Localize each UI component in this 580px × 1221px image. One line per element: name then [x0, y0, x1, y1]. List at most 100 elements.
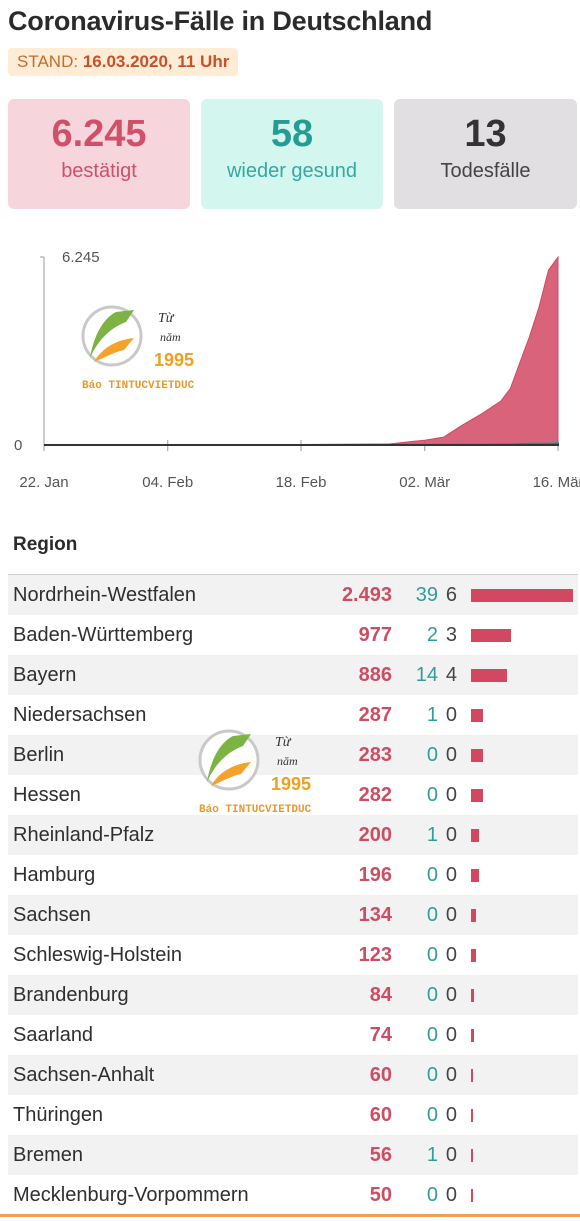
table-row: Niedersachsen 287 1 0	[8, 695, 578, 735]
recovered-value: 0	[426, 1104, 438, 1126]
logo-circle	[198, 729, 260, 791]
confirmed-value: 196	[358, 864, 392, 886]
table-row: Sachsen 134 0 0	[8, 895, 578, 935]
x-tick-label: 22. Jan	[19, 474, 68, 491]
table-row: Bayern 886 14 4	[8, 655, 578, 695]
logo-circle	[81, 305, 143, 367]
region-header: Region	[13, 534, 78, 555]
table-row: Thüringen 60 0 0	[8, 1095, 578, 1135]
x-tick-label: 18. Feb	[276, 474, 327, 491]
confirmed-bar	[471, 1149, 473, 1162]
deaths-value: 0	[445, 904, 457, 926]
deaths-value: 0	[445, 944, 457, 966]
table-row: Rheinland-Pfalz 200 1 0	[8, 815, 578, 855]
confirmed-value: 74	[369, 1024, 392, 1046]
logo-swoosh	[211, 762, 251, 786]
deaths-value: 0	[445, 1024, 457, 1046]
confirmed-value: 123	[358, 944, 392, 966]
table-row: Berlin 283 0 0	[8, 735, 578, 775]
watermark-brand: Báo TINTUCVIETDUC	[199, 804, 312, 816]
recovered-value: 2	[426, 624, 438, 646]
logo-leaf	[207, 734, 251, 782]
recovered-value: 0	[426, 864, 438, 886]
confirmed-value: 200	[358, 824, 392, 846]
region-name: Bremen	[13, 1144, 84, 1166]
confirmed-count: 6.245	[51, 113, 147, 155]
recovered-value: 1	[426, 824, 438, 846]
confirmed-bar	[471, 789, 483, 802]
confirmed-bar	[471, 589, 573, 602]
logo-leaf	[90, 310, 134, 358]
region-name: Berlin	[13, 744, 65, 766]
watermark-line1: Từ	[158, 311, 175, 326]
region-name: Mecklenburg-Vorpommern	[13, 1184, 249, 1206]
region-name: Baden-Württemberg	[13, 624, 194, 646]
stand-label: STAND:	[17, 52, 79, 71]
confirmed-bar	[471, 1189, 473, 1202]
confirmed-label: bestätigt	[61, 160, 137, 182]
deaths-value: 0	[445, 824, 457, 846]
stand-value: 16.03.2020, 11 Uhr	[82, 52, 230, 71]
region-name: Schleswig-Holstein	[13, 944, 182, 966]
table-row: Baden-Württemberg 977 2 3	[8, 615, 578, 655]
confirmed-value: 60	[369, 1064, 392, 1086]
table-row: Mecklenburg-Vorpommern 50 0 0	[8, 1175, 578, 1215]
x-tick-label: 16. Mär	[533, 474, 580, 491]
deaths-value: 0	[445, 704, 457, 726]
confirmed-bar	[471, 989, 474, 1002]
region-name: Nordrhein-Westfalen	[13, 584, 197, 606]
confirmed-value: 2.493	[341, 584, 392, 606]
footer-line	[0, 1214, 580, 1217]
table-row: Sachsen-Anhalt 60 0 0	[8, 1055, 578, 1095]
watermark-logo: Từ năm 1995 Báo TINTUCVIETDUC	[198, 729, 312, 816]
watermark-line2: năm	[277, 754, 298, 768]
confirmed-bar	[471, 869, 479, 882]
table-row: Bremen 56 1 0	[8, 1135, 578, 1175]
confirmed-bar	[471, 1029, 474, 1042]
region-table: Nordrhein-Westfalen 2.493 39 6 Baden-Württem…	[8, 574, 578, 1215]
confirmed-bar	[471, 829, 479, 842]
watermark-brand: Báo TINTUCVIETDUC	[82, 380, 195, 392]
region-name: Saarland	[13, 1024, 94, 1046]
confirmed-bar	[471, 749, 483, 762]
watermark-year: 1995	[154, 350, 194, 370]
deaths-card: 13 Todesfälle	[394, 99, 577, 209]
confirmed-value: 977	[358, 624, 392, 646]
deaths-value: 0	[445, 984, 457, 1006]
watermark-logo: Từ năm 1995 Báo TINTUCVIETDUC	[81, 305, 195, 392]
recovered-value: 1	[426, 704, 438, 726]
recovered-value: 0	[426, 984, 438, 1006]
recovered-value: 0	[426, 1184, 438, 1206]
stand-badge: STAND: 16.03.2020, 11 Uhr	[8, 48, 239, 76]
deaths-count: 13	[464, 113, 507, 155]
table-row: Hessen 282 0 0	[8, 775, 578, 815]
timeline-chart: 6.245 0 22. Jan 04. Feb 18. Feb 02. Mär 16. Mä…	[14, 249, 580, 491]
confirmed-value: 60	[369, 1104, 392, 1126]
deaths-value: 0	[445, 784, 457, 806]
deaths-value: 0	[445, 1184, 457, 1206]
region-name: Niedersachsen	[13, 704, 147, 726]
confirmed-card: 6.245 bestätigt	[8, 99, 190, 209]
region-name: Brandenburg	[13, 984, 129, 1006]
confirmed-bar	[471, 1109, 473, 1122]
region-name: Hamburg	[13, 864, 96, 886]
confirmed-value: 56	[369, 1144, 392, 1166]
region-name: Bayern	[13, 664, 77, 686]
y-tick-label-zero: 0	[14, 437, 22, 454]
y-tick-label-max: 6.245	[62, 249, 100, 266]
table-row: Brandenburg 84 0 0	[8, 975, 578, 1015]
logo-swoosh	[94, 338, 134, 362]
watermark-year: 1995	[271, 774, 311, 794]
deaths-value: 0	[445, 1104, 457, 1126]
recovered-card: 58 wieder gesund	[201, 99, 383, 209]
region-name: Rheinland-Pfalz	[13, 824, 155, 846]
deaths-value: 0	[445, 1064, 457, 1086]
confirmed-bar	[471, 1069, 473, 1082]
deaths-label: Todesfälle	[440, 160, 531, 182]
confirmed-value: 282	[358, 784, 392, 806]
region-name: Sachsen-Anhalt	[13, 1064, 155, 1086]
region-name: Sachsen	[13, 904, 91, 926]
recovered-count: 58	[270, 113, 314, 155]
deaths-value: 0	[445, 1144, 457, 1166]
recovered-value: 0	[426, 944, 438, 966]
